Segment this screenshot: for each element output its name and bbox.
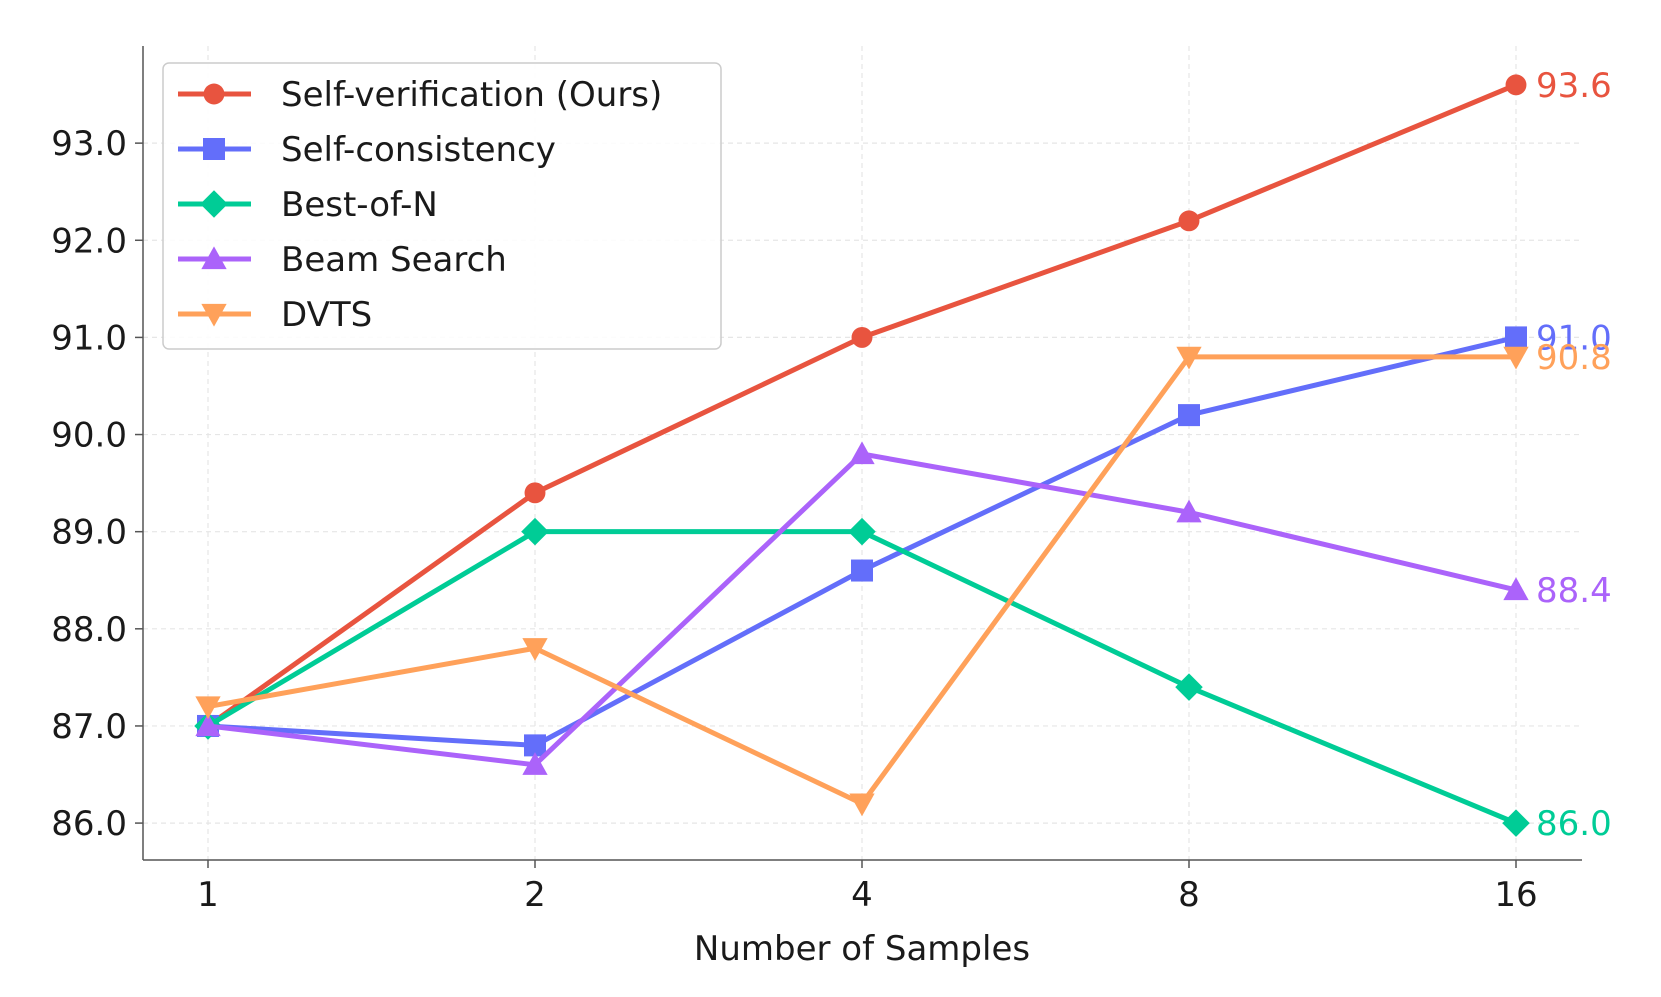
x-tick-label: 4 xyxy=(851,875,873,915)
data-point xyxy=(851,326,873,348)
series-beam-search xyxy=(195,441,1529,775)
legend-label: Best-of-N xyxy=(281,185,438,225)
data-point xyxy=(1505,326,1527,349)
legend-box xyxy=(162,62,722,350)
legend-entry: Best-of-N xyxy=(178,185,438,225)
x-tick-label: 1 xyxy=(197,875,219,915)
data-point xyxy=(1178,210,1200,232)
series-best-of-n xyxy=(194,517,1530,837)
x-tick-label: 16 xyxy=(1494,875,1537,915)
data-point xyxy=(849,793,875,817)
y-tick-label: 86.0 xyxy=(51,804,127,844)
end-value-labels: 93.6 91.0 86.0 88.4 90.8 xyxy=(1536,66,1612,844)
legend-entry: Self-consistency xyxy=(178,130,556,170)
tick-labels: 86.0 87.0 88.0 89.0 90.0 91.0 92.0 93.0 1 2 4 8 16 xyxy=(51,124,1537,915)
data-point xyxy=(1178,404,1200,427)
data-series xyxy=(194,74,1530,837)
data-point xyxy=(524,482,546,504)
data-point xyxy=(849,441,875,465)
series-self-verification-ours xyxy=(197,74,1527,737)
y-tick-label: 93.0 xyxy=(51,124,127,164)
legend-marker xyxy=(203,138,225,160)
legend-marker xyxy=(201,303,227,327)
y-tick-label: 91.0 xyxy=(51,318,127,358)
legend-entry: DVTS xyxy=(178,295,372,335)
end-value-label: 86.0 xyxy=(1536,804,1612,844)
end-value-label: 93.6 xyxy=(1536,66,1612,106)
legend-label: Self-verification (Ours) xyxy=(281,75,662,115)
data-point xyxy=(524,734,546,757)
x-axis-title: Number of Samples xyxy=(694,929,1030,969)
legend-label: Self-consistency xyxy=(281,130,556,170)
data-point xyxy=(1502,809,1530,837)
data-point xyxy=(522,752,548,775)
x-tick-label: 2 xyxy=(524,875,546,915)
y-tick-label: 87.0 xyxy=(51,707,127,747)
data-point xyxy=(195,696,221,720)
y-tick-label: 90.0 xyxy=(51,416,127,456)
legend-marker xyxy=(203,83,225,105)
legend-label: DVTS xyxy=(281,295,372,335)
legend-marker xyxy=(200,190,228,218)
series-dvts xyxy=(195,346,1529,817)
data-point xyxy=(1503,346,1529,370)
legend-label: Beam Search xyxy=(281,240,507,280)
legend-marker xyxy=(201,246,227,270)
legend-entry: Self-verification (Ours) xyxy=(178,75,662,115)
data-point xyxy=(848,517,876,546)
y-tick-label: 88.0 xyxy=(51,610,127,650)
y-tick-label: 92.0 xyxy=(51,221,127,261)
legend: Self-verification (Ours) Self-consistency… xyxy=(162,62,722,350)
data-point xyxy=(1176,346,1202,370)
x-tick-label: 8 xyxy=(1178,875,1200,915)
data-point xyxy=(195,713,221,737)
axes xyxy=(135,46,1582,868)
y-tick-label: 89.0 xyxy=(51,513,127,553)
end-value-label: 91.0 xyxy=(1536,318,1612,358)
end-value-label: 88.4 xyxy=(1536,571,1612,611)
data-point xyxy=(1176,499,1202,523)
data-point xyxy=(521,517,549,546)
data-point xyxy=(1503,577,1529,601)
data-point xyxy=(1175,673,1203,701)
data-point xyxy=(851,559,873,582)
data-point xyxy=(1505,74,1527,96)
data-point xyxy=(522,638,548,661)
end-value-label: 90.8 xyxy=(1536,338,1612,378)
legend-entry: Beam Search xyxy=(178,240,507,280)
